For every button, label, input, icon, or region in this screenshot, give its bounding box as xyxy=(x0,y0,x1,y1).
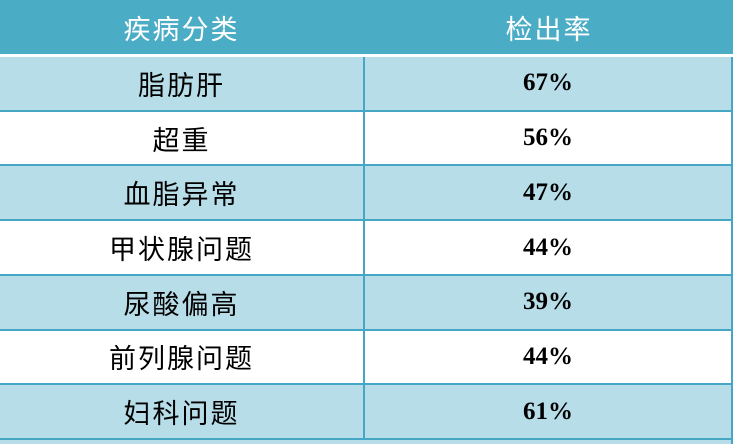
category-cell: 尿酸偏高 xyxy=(0,275,365,329)
category-cell: 甲状腺问题 xyxy=(0,221,365,274)
column-header-category: 疾病分类 xyxy=(0,0,365,54)
table-body: 脂肪肝 67% 超重 56% 血脂异常 47% 甲状腺问题 xyxy=(0,57,733,444)
table-row: 妇科问题 61% xyxy=(0,385,731,441)
rate-cell: 44% xyxy=(365,221,731,274)
rate-cell: 47% xyxy=(365,166,731,219)
column-header-rate: 检出率 xyxy=(365,0,733,54)
table-row: 甲状腺问题 44% xyxy=(0,221,731,276)
table-row: 血脂异常 47% xyxy=(0,166,731,222)
table-row: 前列腺问题 44% xyxy=(0,330,731,386)
bottom-edge-strip xyxy=(0,440,731,444)
table-row: 尿酸偏高 39% xyxy=(0,275,731,331)
rate-cell: 44% xyxy=(365,331,731,384)
category-label: 妇科问题 xyxy=(123,399,240,430)
rate-value: 44% xyxy=(523,342,573,370)
category-cell: 脂肪肝 xyxy=(0,57,365,110)
category-cell: 血脂异常 xyxy=(0,166,365,220)
category-cell: 妇科问题 xyxy=(0,385,365,439)
column-header-category-label: 疾病分类 xyxy=(123,14,240,45)
category-label: 血脂异常 xyxy=(123,180,240,211)
category-label: 脂肪肝 xyxy=(138,70,225,101)
rate-value: 47% xyxy=(523,178,573,206)
rate-cell: 61% xyxy=(365,385,731,438)
category-label: 尿酸偏高 xyxy=(123,289,240,320)
column-header-rate-label: 检出率 xyxy=(505,14,593,45)
category-label: 前列腺问题 xyxy=(109,344,254,375)
rate-cell: 56% xyxy=(365,112,731,165)
rate-value: 39% xyxy=(523,288,573,316)
rate-cell: 39% xyxy=(365,276,731,329)
table-row: 超重 56% xyxy=(0,111,731,167)
rate-value: 67% xyxy=(523,69,573,97)
table-row: 脂肪肝 67% xyxy=(0,57,731,112)
rate-value: 61% xyxy=(523,397,573,425)
category-label: 甲状腺问题 xyxy=(109,235,254,266)
rate-value: 44% xyxy=(523,233,573,261)
rate-cell: 67% xyxy=(365,57,731,110)
category-label: 超重 xyxy=(152,125,211,156)
category-cell: 前列腺问题 xyxy=(0,330,365,384)
category-cell: 超重 xyxy=(0,111,365,165)
rate-value: 56% xyxy=(523,124,573,152)
table-header-row: 疾病分类 检出率 xyxy=(0,0,733,57)
